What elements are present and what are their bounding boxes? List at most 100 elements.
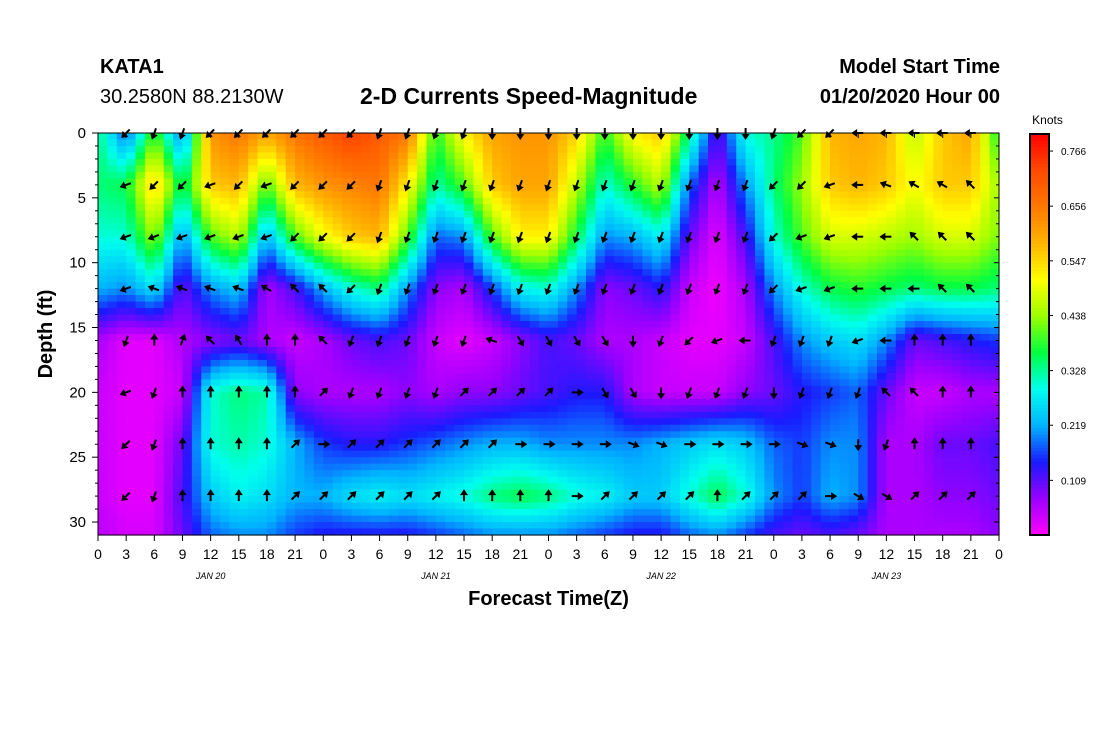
heatmap-cell <box>567 308 578 316</box>
heatmap-cell <box>501 372 512 380</box>
heatmap-cell <box>539 275 550 283</box>
heatmap-cell <box>276 463 287 471</box>
heatmap-cell <box>858 424 869 432</box>
heatmap-cell <box>914 275 925 283</box>
heatmap-cell <box>717 379 728 387</box>
heatmap-cell <box>623 152 634 160</box>
heatmap-cell <box>360 457 371 465</box>
heatmap-cell <box>285 275 296 283</box>
heatmap-cell <box>435 385 446 393</box>
heatmap-cell <box>651 197 662 205</box>
heatmap-cell <box>492 295 503 303</box>
heatmap-cell <box>801 133 812 141</box>
heatmap-cell <box>670 256 681 264</box>
heatmap-cell <box>398 217 409 225</box>
heatmap-cell <box>173 249 184 257</box>
heatmap-cell <box>370 359 381 368</box>
heatmap-cell <box>98 165 108 173</box>
heatmap-cell <box>642 152 653 160</box>
heatmap-cell <box>548 236 559 244</box>
heatmap-cell <box>839 385 850 393</box>
heatmap-cell <box>482 282 493 290</box>
heatmap-cell <box>407 158 418 167</box>
heatmap-cell <box>144 424 155 432</box>
heatmap-cell <box>98 372 108 380</box>
heatmap-cell <box>248 463 259 471</box>
heatmap-cell <box>473 353 484 361</box>
heatmap-cell <box>116 145 127 154</box>
heatmap-cell <box>229 334 240 342</box>
heatmap-cell <box>651 191 662 199</box>
heatmap-cell <box>360 282 371 290</box>
heatmap-cell <box>567 327 578 335</box>
heatmap-cell <box>717 450 728 458</box>
heatmap-cell <box>529 457 540 465</box>
heatmap-cell <box>510 353 521 361</box>
heatmap-cell <box>379 321 390 329</box>
heatmap-cell <box>886 418 897 426</box>
heatmap-cell <box>970 321 981 329</box>
heatmap-cell <box>454 269 465 277</box>
heatmap-cell <box>173 321 184 329</box>
heatmap-cell <box>858 152 869 160</box>
heatmap-cell <box>323 457 334 465</box>
heatmap-cell <box>492 359 503 368</box>
heatmap-cell <box>107 450 118 458</box>
heatmap-cell <box>370 392 381 400</box>
heatmap-cell <box>248 152 259 160</box>
heatmap-cell <box>332 379 343 387</box>
heatmap-cell <box>135 197 146 205</box>
heatmap-cell <box>970 165 981 173</box>
heatmap-cell <box>867 418 878 426</box>
heatmap-cell <box>567 217 578 225</box>
heatmap-cell <box>679 463 690 471</box>
heatmap-cell <box>923 327 934 335</box>
heatmap-cell <box>266 243 277 251</box>
heatmap-cell <box>923 197 934 205</box>
heatmap-cell <box>351 444 362 452</box>
heatmap-cell <box>783 379 794 387</box>
heatmap-cell <box>642 340 653 348</box>
heatmap-cell <box>642 424 653 432</box>
heatmap-cell <box>398 457 409 465</box>
heatmap-cell <box>360 450 371 458</box>
heatmap-cell <box>661 158 672 167</box>
heatmap-cell <box>642 353 653 361</box>
heatmap-cell <box>257 405 268 413</box>
heatmap-cell <box>295 411 306 419</box>
heatmap-cell <box>116 340 127 348</box>
heatmap-cell <box>867 197 878 205</box>
heatmap-cell <box>801 288 812 296</box>
heatmap-cell <box>323 139 334 147</box>
heatmap-cell <box>604 385 615 393</box>
heatmap-cell <box>295 321 306 329</box>
heatmap-cell <box>754 236 765 244</box>
heatmap-cell <box>989 327 1000 335</box>
heatmap-cell <box>586 392 597 400</box>
heatmap-cell <box>173 366 184 374</box>
heatmap-cell <box>191 418 202 426</box>
heatmap-cell <box>107 230 118 238</box>
heatmap-cell <box>905 249 916 257</box>
heatmap-cell <box>820 171 831 179</box>
heatmap-cell <box>154 139 165 147</box>
heatmap-cell <box>248 249 259 257</box>
heatmap-cell <box>313 398 324 406</box>
heatmap-cell <box>876 178 887 186</box>
heatmap-cell <box>952 236 963 244</box>
heatmap-cell <box>323 236 334 244</box>
heatmap-cell <box>670 223 681 231</box>
heatmap-cell <box>980 262 991 270</box>
heatmap-cell <box>961 139 972 147</box>
heatmap-cell <box>952 165 963 173</box>
heatmap-cell <box>257 334 268 342</box>
heatmap-cell <box>586 145 597 154</box>
heatmap-cell <box>623 437 634 445</box>
heatmap-cell <box>548 424 559 432</box>
heatmap-cell <box>933 152 944 160</box>
heatmap-cell <box>933 269 944 277</box>
heatmap-cell <box>933 398 944 406</box>
heatmap-cell <box>351 158 362 167</box>
heatmap-cell <box>867 463 878 471</box>
heatmap-cell <box>445 178 456 186</box>
